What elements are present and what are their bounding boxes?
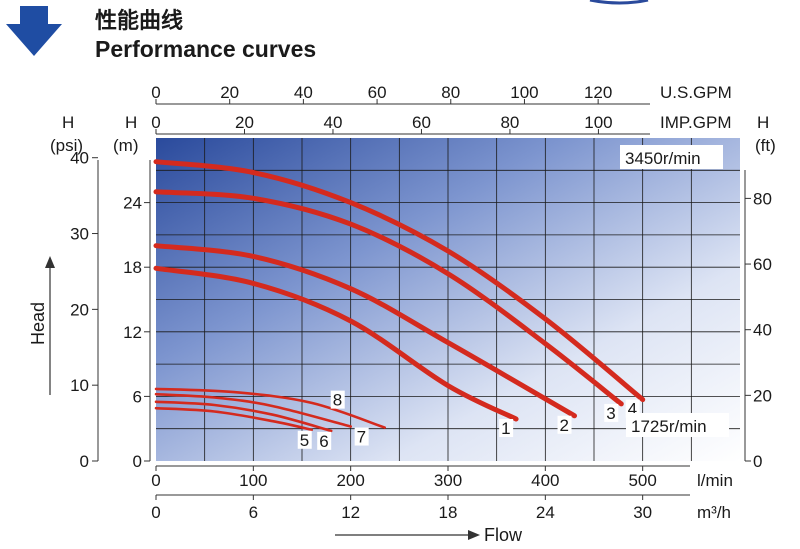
impgpm-tick-label: 60 — [412, 113, 431, 132]
flow-label: Flow — [484, 525, 523, 545]
impgpm-unit-label: IMP.GPM — [660, 113, 731, 132]
curve-5 — [154, 406, 313, 432]
curve-2 — [153, 243, 577, 419]
psi-tick-label: 40 — [70, 149, 89, 168]
download-arrow-icon — [6, 6, 62, 56]
head-label: Head — [28, 302, 48, 345]
ft-tick-label: 0 — [753, 452, 762, 471]
lmin-tick-label: 200 — [336, 471, 364, 490]
ft-tick-label: 40 — [753, 321, 772, 340]
m3h-tick-label: 0 — [151, 503, 160, 522]
speed-label-1725-bg — [626, 413, 729, 437]
usgpm-unit-label: U.S.GPM — [660, 83, 732, 102]
usgpm-tick-label: 100 — [510, 83, 538, 102]
ft-unit-label: (ft) — [755, 136, 776, 155]
flow-arrow-icon — [468, 530, 480, 540]
psi-unit-label: (psi) — [50, 136, 83, 155]
ft-tick-label: 80 — [753, 189, 772, 208]
head-arrow-icon — [45, 256, 55, 268]
m-tick-label: 12 — [123, 323, 142, 342]
usgpm-tick-label: 20 — [220, 83, 239, 102]
usgpm-tick-label: 40 — [294, 83, 313, 102]
impgpm-tick-label: 20 — [235, 113, 254, 132]
m-tick-label: 6 — [133, 387, 142, 406]
m-tick-label: 18 — [123, 258, 142, 277]
curve-label-1: 1 — [501, 419, 510, 438]
lmin-tick-label: 0 — [151, 471, 160, 490]
usgpm-tick-label: 0 — [151, 83, 160, 102]
m-tick-label: 0 — [133, 452, 142, 471]
chart-title-en: Performance curves — [95, 36, 316, 62]
curve-1 — [153, 265, 519, 422]
curve-label-3: 3 — [606, 404, 615, 423]
impgpm-tick-label: 80 — [500, 113, 519, 132]
m3h-tick-label: 12 — [341, 503, 360, 522]
lmin-unit-label: l/min — [697, 471, 733, 490]
impgpm-tick-label: 0 — [151, 113, 160, 132]
curve-label-bg-3 — [604, 403, 619, 422]
m3h-unit-label: m³/h — [697, 503, 731, 522]
psi-tick-label: 20 — [70, 300, 89, 319]
curve-label-bg-7 — [354, 427, 369, 446]
m-unit-label: (m) — [113, 136, 138, 155]
curve-label-5: 5 — [300, 431, 309, 450]
ft-tick-label: 60 — [753, 255, 772, 274]
m3h-tick-label: 18 — [439, 503, 458, 522]
impgpm-tick-label: 40 — [324, 113, 343, 132]
ft-h-label: H — [757, 113, 769, 132]
speed-label-1725: 1725r/min — [631, 417, 707, 436]
curve-label-bg-2 — [557, 415, 572, 434]
usgpm-tick-label: 120 — [584, 83, 612, 102]
curve-label-bg-6 — [317, 431, 332, 450]
impgpm-tick-label: 100 — [584, 113, 612, 132]
lmin-tick-label: 100 — [239, 471, 267, 490]
psi-tick-label: 0 — [80, 452, 89, 471]
curve-6 — [154, 400, 333, 433]
usgpm-tick-label: 60 — [368, 83, 387, 102]
m3h-tick-label: 6 — [249, 503, 258, 522]
psi-tick-label: 30 — [70, 225, 89, 244]
psi-tick-label: 10 — [70, 376, 89, 395]
speed-label-3450-bg — [620, 145, 723, 169]
m3h-tick-label: 30 — [633, 503, 652, 522]
psi-h-label: H — [62, 113, 74, 132]
curve-label-4: 4 — [628, 400, 637, 419]
curve-label-bg-8 — [330, 390, 345, 409]
m-h-label: H — [125, 113, 137, 132]
curve-label-7: 7 — [357, 428, 366, 447]
usgpm-tick-label: 80 — [441, 83, 460, 102]
lmin-tick-label: 500 — [628, 471, 656, 490]
ft-tick-label: 20 — [753, 386, 772, 405]
lmin-tick-label: 400 — [531, 471, 559, 490]
speed-label-3450: 3450r/min — [625, 149, 701, 168]
m3h-tick-label: 24 — [536, 503, 555, 522]
m-tick-label: 24 — [123, 194, 142, 213]
decorative-arc — [589, 0, 649, 5]
curve-label-bg-1 — [499, 419, 514, 438]
curve-4 — [153, 159, 646, 403]
curve-7 — [154, 392, 352, 428]
lmin-tick-label: 300 — [434, 471, 462, 490]
grid — [156, 138, 740, 461]
curve-label-6: 6 — [319, 432, 328, 451]
curve-label-bg-5 — [297, 430, 312, 449]
curve-8 — [154, 387, 386, 429]
curve-label-8: 8 — [333, 391, 342, 410]
curve-3 — [153, 189, 624, 407]
chart-title-cn: 性能曲线 — [95, 8, 183, 34]
curve-label-2: 2 — [560, 416, 569, 435]
